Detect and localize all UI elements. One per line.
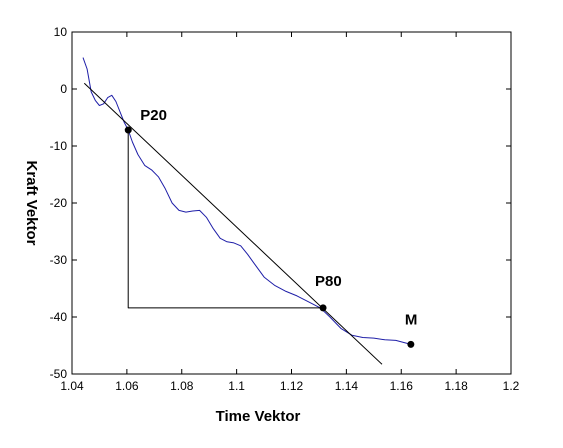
x-tick-label: 1.1 <box>228 379 245 393</box>
y-tick-label: -30 <box>50 253 68 267</box>
series <box>82 57 412 365</box>
x-tick-label: 1.08 <box>170 379 194 393</box>
signal-line <box>82 57 412 345</box>
marker-p20 <box>124 126 132 134</box>
x-tick-label: 1.04 <box>60 379 84 393</box>
y-tick-label: 0 <box>60 82 67 96</box>
ticks: 1.04 1.06 1.08 1.1 1.12 1.14 1.16 1.18 1.2 10 0 -10… <box>50 25 520 393</box>
point-label-m: M <box>405 311 418 328</box>
marker-p80 <box>319 304 327 312</box>
x-tick-label: 1.16 <box>390 379 414 393</box>
point-label-p80: P80 <box>315 273 342 290</box>
points: P20 P80 M <box>124 107 418 348</box>
x-tick-label: 1.2 <box>503 379 520 393</box>
x-tick-label: 1.18 <box>444 379 468 393</box>
y-tick-label: -10 <box>50 139 68 153</box>
x-tick-label: 1.12 <box>280 379 304 393</box>
y-tick-label: 10 <box>54 25 68 39</box>
point-label-p20: P20 <box>140 107 167 124</box>
x-tick-label: 1.14 <box>335 379 359 393</box>
axes <box>71 31 512 375</box>
y-axis-label: Kraft Vektor <box>23 160 40 245</box>
plot-frame <box>71 31 512 375</box>
fit-line-line <box>83 82 383 365</box>
x-tick-label: 1.06 <box>115 379 139 393</box>
marker-m <box>407 340 415 348</box>
y-tick-label: -20 <box>50 196 68 210</box>
y-tick-label: -50 <box>50 367 68 381</box>
x-axis-label: Time Vektor <box>216 408 301 425</box>
triangle-line <box>127 130 324 309</box>
y-tick-label: -40 <box>50 310 68 324</box>
